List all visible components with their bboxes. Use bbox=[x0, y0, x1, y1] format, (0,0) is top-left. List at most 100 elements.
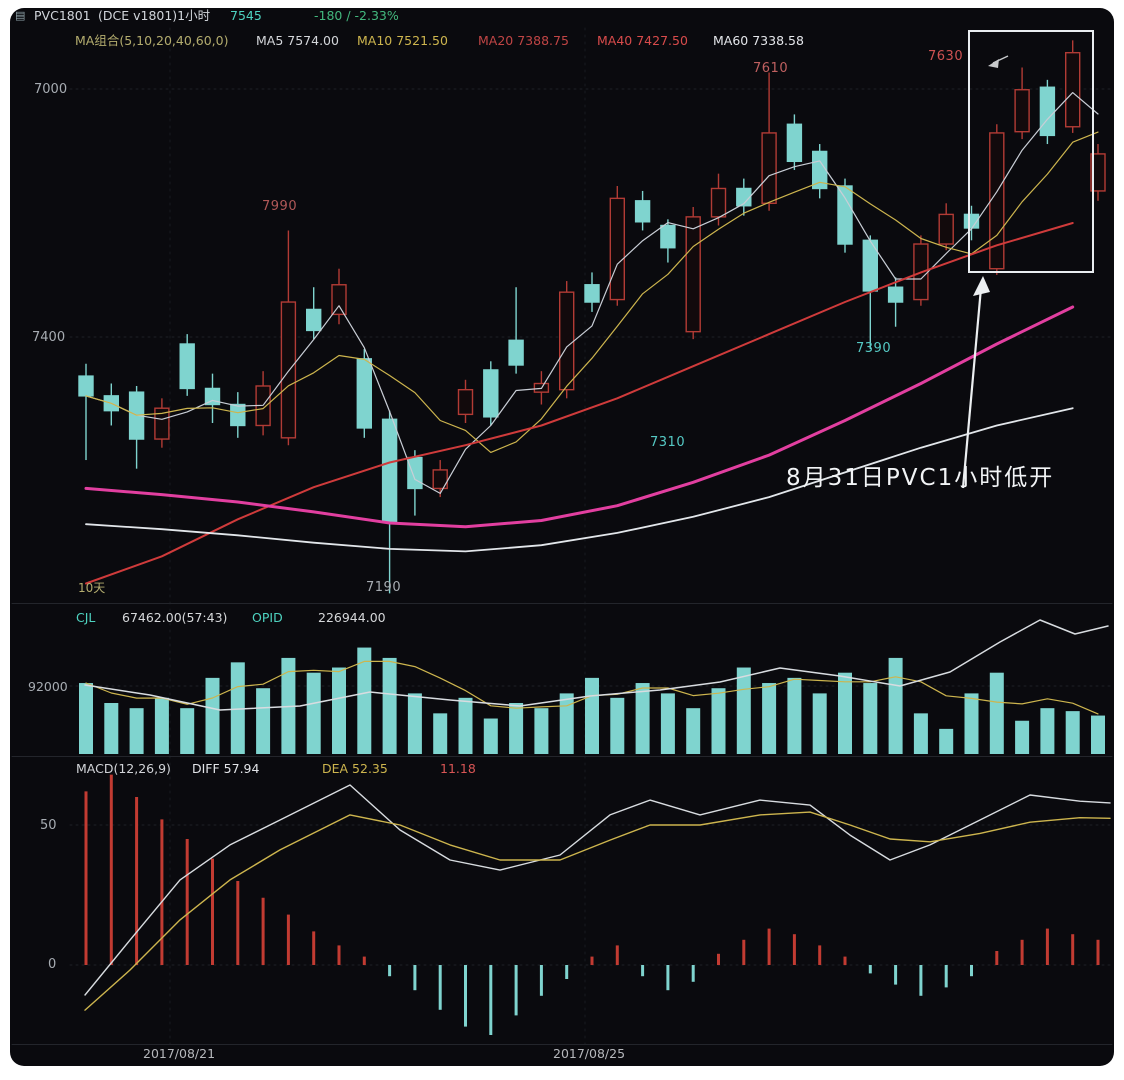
period-label[interactable]: 10天 bbox=[78, 581, 106, 595]
candle[interactable] bbox=[1014, 89, 1030, 133]
volume-bar[interactable] bbox=[1091, 715, 1105, 754]
candle[interactable] bbox=[989, 132, 1005, 270]
volume-bar[interactable] bbox=[382, 657, 397, 754]
volume-bar[interactable] bbox=[205, 677, 220, 754]
volume-bar[interactable] bbox=[559, 693, 574, 754]
volume-bar[interactable] bbox=[635, 683, 650, 754]
volume-bar[interactable] bbox=[787, 677, 802, 754]
volume-bar[interactable] bbox=[762, 683, 777, 754]
candle[interactable] bbox=[230, 403, 246, 427]
volume-bar[interactable] bbox=[534, 708, 549, 754]
candle[interactable] bbox=[887, 286, 904, 303]
candle[interactable] bbox=[154, 407, 170, 440]
ma-lines-layer bbox=[84, 91, 1099, 585]
volume-bar[interactable] bbox=[104, 703, 119, 754]
candle[interactable] bbox=[634, 200, 651, 223]
candle[interactable] bbox=[280, 301, 297, 439]
volume-indicator-label[interactable]: CJL bbox=[76, 610, 96, 625]
candle[interactable] bbox=[1064, 51, 1081, 128]
price-tag-7390: 7390 bbox=[856, 341, 892, 356]
volume-bar[interactable] bbox=[711, 688, 726, 754]
candle[interactable] bbox=[179, 343, 195, 390]
volume-bar[interactable] bbox=[610, 697, 625, 754]
note-arrow bbox=[961, 287, 983, 489]
candle[interactable] bbox=[710, 187, 727, 218]
ma-group-label[interactable]: MA组合(5,10,20,40,60,0) bbox=[75, 33, 229, 48]
volume-bar[interactable] bbox=[736, 667, 751, 754]
candle[interactable] bbox=[508, 339, 524, 366]
app-icon: ▤ bbox=[15, 9, 26, 22]
volume-bar[interactable] bbox=[306, 672, 321, 754]
macd-indicator-label[interactable]: MACD(12,26,9) bbox=[76, 761, 171, 776]
volume-bar[interactable] bbox=[660, 693, 675, 754]
volume-bar[interactable] bbox=[812, 693, 827, 754]
volume-bar[interactable] bbox=[458, 697, 473, 754]
volume-axis-label: 92000 bbox=[28, 679, 68, 694]
grid-layer bbox=[11, 27, 1113, 1045]
ma10-value: MA10 7521.50 bbox=[357, 33, 448, 48]
volume-bar[interactable] bbox=[1065, 711, 1080, 754]
y-axis-label-upper: 7000 bbox=[34, 82, 68, 97]
volume-bar[interactable] bbox=[863, 683, 878, 754]
price-tag-7490: 7990 bbox=[262, 199, 298, 214]
open-interest-label: OPID bbox=[252, 610, 283, 625]
candle[interactable] bbox=[432, 469, 448, 490]
ma40-value: MA40 7427.50 bbox=[597, 33, 688, 48]
candle[interactable] bbox=[559, 291, 575, 391]
candle[interactable] bbox=[812, 150, 828, 190]
candle[interactable] bbox=[306, 308, 322, 332]
volume-value: 67462.00(57:43) bbox=[122, 610, 228, 625]
volume-bar[interactable] bbox=[964, 693, 979, 754]
date-label-0821[interactable]: 2017/08/21 bbox=[143, 1046, 216, 1061]
volume-bar[interactable] bbox=[1040, 708, 1055, 754]
macd-dea-value: DEA 52.35 bbox=[322, 761, 388, 776]
candle[interactable] bbox=[736, 187, 752, 207]
volume-bar[interactable] bbox=[913, 713, 928, 754]
volume-layer bbox=[79, 619, 1109, 754]
candle[interactable] bbox=[204, 387, 221, 406]
volume-bar[interactable] bbox=[1015, 720, 1030, 754]
volume-bar[interactable] bbox=[154, 697, 169, 754]
candle[interactable] bbox=[761, 132, 777, 204]
price-tag-7630: 7630 bbox=[928, 49, 964, 64]
volume-bar[interactable] bbox=[989, 672, 1004, 754]
volume-bar[interactable] bbox=[407, 693, 422, 754]
candle[interactable] bbox=[786, 123, 803, 163]
volume-bar[interactable] bbox=[230, 662, 245, 754]
candle[interactable] bbox=[78, 375, 94, 397]
volume-bar[interactable] bbox=[357, 647, 372, 754]
candle[interactable] bbox=[356, 358, 372, 429]
candle[interactable] bbox=[584, 284, 600, 303]
candle[interactable] bbox=[685, 216, 701, 333]
candle[interactable] bbox=[938, 213, 954, 245]
candle[interactable] bbox=[381, 418, 398, 523]
candle[interactable] bbox=[331, 284, 347, 316]
y-axis-label-lower: 7400 bbox=[32, 330, 66, 345]
volume-bar[interactable] bbox=[585, 677, 599, 754]
volume-bar[interactable] bbox=[483, 718, 498, 754]
volume-bar[interactable] bbox=[433, 713, 448, 754]
price-change: -180 / -2.33% bbox=[314, 8, 399, 23]
price-tag-7610: 7610 bbox=[753, 61, 789, 76]
candle[interactable] bbox=[609, 197, 625, 301]
volume-bar[interactable] bbox=[838, 672, 852, 754]
volume-bar[interactable] bbox=[129, 708, 144, 754]
volume-bar[interactable] bbox=[939, 728, 954, 754]
volume-bar[interactable] bbox=[686, 708, 701, 754]
candle[interactable] bbox=[660, 224, 676, 249]
volume-bar[interactable] bbox=[79, 683, 93, 754]
candle[interactable] bbox=[483, 369, 499, 418]
candle[interactable] bbox=[457, 388, 474, 416]
volume-bar[interactable] bbox=[180, 708, 195, 754]
candle[interactable] bbox=[407, 456, 423, 490]
price-tag-7310: 7310 bbox=[650, 435, 686, 450]
volume-bar[interactable] bbox=[256, 688, 271, 754]
date-label-0825[interactable]: 2017/08/25 bbox=[553, 1046, 626, 1061]
candles-layer bbox=[78, 40, 1106, 594]
volume-bar[interactable] bbox=[509, 703, 524, 754]
volume-bar[interactable] bbox=[332, 667, 346, 754]
candle[interactable] bbox=[837, 185, 853, 245]
candle[interactable] bbox=[1090, 153, 1106, 192]
volume-bar[interactable] bbox=[888, 657, 903, 754]
